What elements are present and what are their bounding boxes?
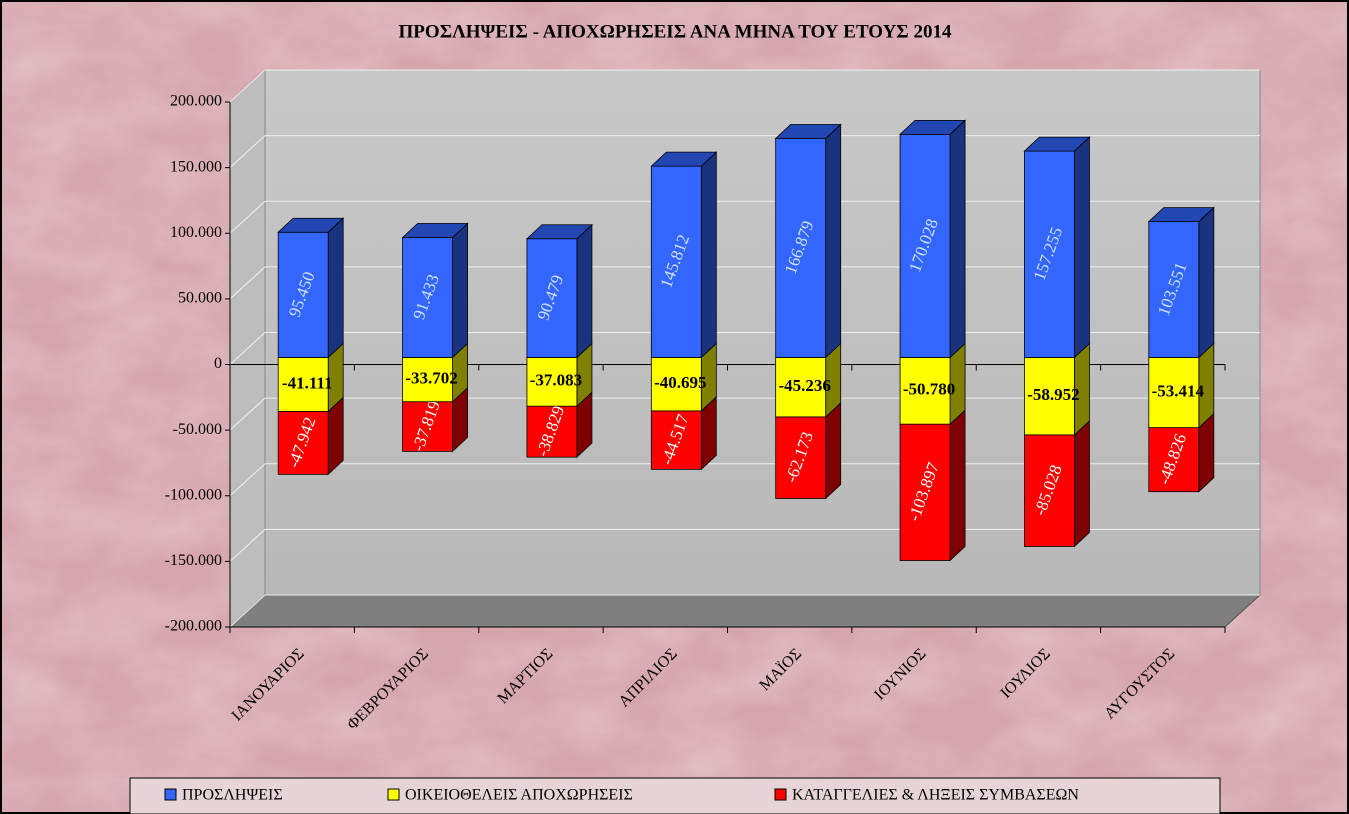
legend-box bbox=[129, 777, 1221, 814]
legend-swatch bbox=[164, 788, 177, 801]
data-label: -58.952 bbox=[1027, 385, 1079, 404]
bar-top bbox=[774, 124, 842, 139]
bar bbox=[277, 357, 329, 412]
y-tick-label: 0 bbox=[214, 355, 222, 372]
data-label: -41.111 bbox=[282, 373, 333, 392]
data-label: -37.083 bbox=[530, 371, 582, 390]
bar-side bbox=[700, 151, 717, 359]
bar-top bbox=[401, 223, 469, 238]
bar-side bbox=[825, 401, 842, 500]
grid-line-side bbox=[229, 69, 266, 103]
grid-line-side bbox=[229, 266, 266, 300]
bar-top bbox=[899, 119, 967, 135]
legend-label: ΠΡΟΣΛΗΨΕΙΣ bbox=[182, 787, 283, 804]
y-tick-label: -100.000 bbox=[165, 486, 222, 503]
bar-side bbox=[1074, 419, 1090, 548]
data-label: -45.236 bbox=[778, 376, 830, 395]
floor bbox=[228, 594, 1262, 628]
bar-top bbox=[277, 217, 345, 233]
bar bbox=[402, 357, 453, 403]
y-tick-label: -50.000 bbox=[173, 421, 222, 438]
bar-side bbox=[949, 409, 966, 562]
bar bbox=[1148, 357, 1200, 429]
bar bbox=[775, 416, 827, 499]
bar-side bbox=[825, 123, 842, 359]
bar bbox=[650, 410, 702, 470]
bar bbox=[402, 401, 453, 452]
bar-side bbox=[1074, 136, 1090, 359]
grid-line-side bbox=[229, 397, 266, 431]
grid-line-side bbox=[229, 594, 266, 628]
bar-side bbox=[452, 222, 468, 359]
bar bbox=[402, 237, 453, 358]
bar-side bbox=[576, 223, 593, 359]
legend-swatch bbox=[774, 788, 787, 801]
grid-line-side bbox=[229, 463, 266, 497]
y-tick-label: -200.000 bbox=[165, 618, 222, 635]
data-label: -33.702 bbox=[405, 369, 457, 388]
bar bbox=[899, 423, 951, 561]
y-tick-label: -150.000 bbox=[165, 552, 222, 569]
bar bbox=[526, 238, 578, 358]
bar-top bbox=[650, 151, 718, 167]
grid-line-side bbox=[229, 135, 266, 168]
grid-line-side bbox=[229, 200, 266, 234]
data-label: -40.695 bbox=[654, 373, 706, 392]
legend-label: ΚΑΤΑΓΓΕΛΙΕΣ & ΛΗΞΕΙΣ ΣΥΜΒΑΣΕΩΝ bbox=[792, 787, 1079, 804]
legend-label: ΟΙΚΕΙΟΘΕΛΕΙΣ ΑΠΟΧΩΡΗΣΕΙΣ bbox=[405, 787, 633, 804]
chart-title: ΠΡΟΣΛΗΨΕΙΣ - ΑΠΟΧΩΡΗΣΕΙΣ ΑΝΑ ΜΗΝΑ ΤΟΥ ΕΤ… bbox=[399, 21, 952, 42]
bar bbox=[775, 357, 827, 418]
data-label: -53.414 bbox=[1152, 381, 1205, 400]
bar-top bbox=[1023, 136, 1091, 152]
bar-top bbox=[1147, 207, 1215, 222]
data-label: -50.780 bbox=[903, 380, 955, 399]
bar bbox=[899, 133, 951, 358]
bar-top bbox=[525, 224, 593, 240]
bar bbox=[526, 357, 578, 407]
bar bbox=[1148, 427, 1200, 493]
grid-line-side bbox=[229, 529, 266, 562]
y-tick-label: 150.000 bbox=[170, 158, 222, 175]
y-tick-label: 100.000 bbox=[170, 224, 222, 241]
bar bbox=[650, 357, 702, 412]
y-tick-label: 50.000 bbox=[178, 290, 222, 307]
bar-side bbox=[949, 119, 966, 359]
bar-side bbox=[1198, 206, 1215, 359]
legend-swatch bbox=[387, 788, 400, 801]
bar bbox=[277, 231, 329, 358]
bar-side bbox=[327, 217, 344, 359]
bar bbox=[1024, 150, 1075, 358]
y-tick-label: 200.000 bbox=[170, 93, 222, 110]
bar bbox=[1024, 434, 1075, 547]
bar bbox=[526, 405, 578, 458]
grid-line-side bbox=[229, 332, 266, 365]
bar bbox=[775, 138, 827, 358]
